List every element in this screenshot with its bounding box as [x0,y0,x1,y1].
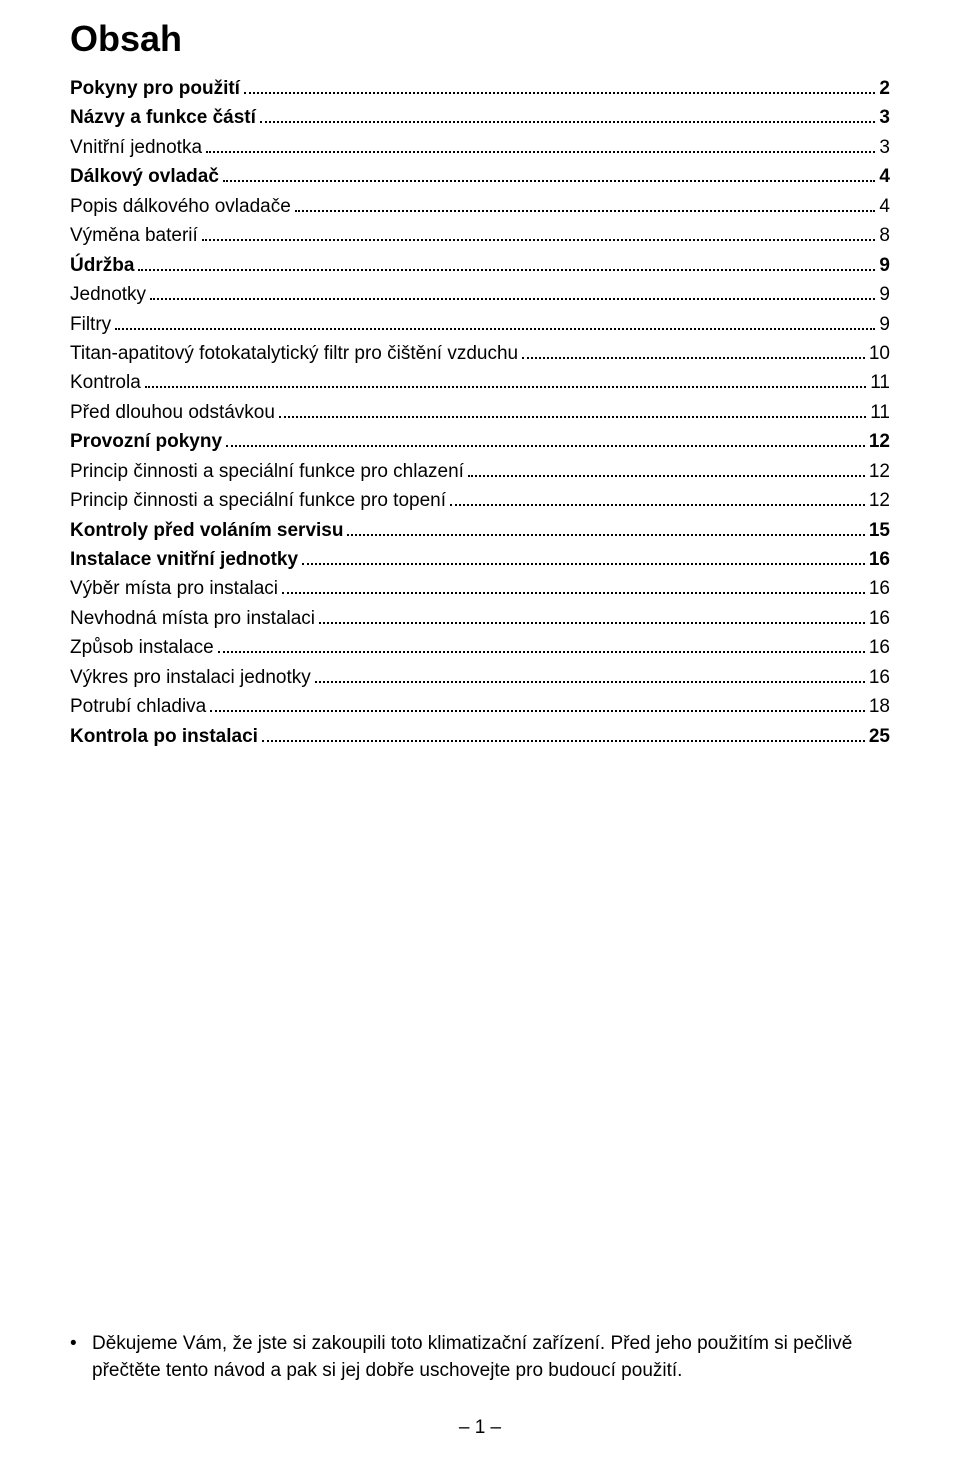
toc-page: 12 [869,457,890,486]
toc-leader-dots [282,592,865,594]
toc-entry: Údržba 9 [70,251,890,280]
toc-label: Kontrola po instalaci [70,722,258,751]
toc-label: Princip činnosti a speciální funkce pro … [70,486,446,515]
toc-page: 9 [879,310,890,339]
table-of-contents: Pokyny pro použití 2 Názvy a funkce částí 3… [70,74,890,751]
toc-label: Provozní pokyny [70,427,222,456]
toc-page: 15 [869,516,890,545]
toc-entry: Výměna baterií 8 [70,221,890,250]
toc-label: Způsob instalace [70,633,214,662]
toc-page: 4 [879,192,890,221]
toc-label: Popis dálkového ovladače [70,192,291,221]
toc-entry: Kontrola 11 [70,368,890,397]
toc-label: Instalace vnitřní jednotky [70,545,298,574]
toc-label: Nevhodná místa pro instalaci [70,604,315,633]
page-title: Obsah [70,18,890,60]
toc-page: 18 [869,692,890,721]
toc-label: Výkres pro instalaci jednotky [70,663,311,692]
toc-entry: Výběr místa pro instalaci 16 [70,574,890,603]
page-number: – 1 – [0,1417,960,1439]
toc-entry: Titan-apatitový fotokatalytický filtr pr… [70,339,890,368]
toc-leader-dots [210,710,865,712]
toc-leader-dots [295,210,876,212]
toc-entry: Filtry 9 [70,310,890,339]
toc-label: Názvy a funkce částí [70,103,256,132]
toc-entry: Potrubí chladiva 18 [70,692,890,721]
toc-label: Kontroly před voláním servisu [70,516,343,545]
toc-page: 4 [879,162,890,191]
toc-page: 16 [869,574,890,603]
toc-page: 10 [869,339,890,368]
toc-leader-dots [226,445,865,447]
toc-entry: Pokyny pro použití 2 [70,74,890,103]
toc-label: Výměna baterií [70,221,198,250]
toc-leader-dots [244,92,875,94]
toc-leader-dots [115,328,875,330]
toc-label: Potrubí chladiva [70,692,206,721]
note-item: Děkujeme Vám, že jste si zakoupili toto … [70,1331,890,1384]
toc-entry: Princip činnosti a speciální funkce pro … [70,457,890,486]
toc-page: 11 [870,398,890,427]
toc-entry: Instalace vnitřní jednotky 16 [70,545,890,574]
toc-leader-dots [218,651,865,653]
toc-page: 3 [879,103,890,132]
toc-entry: Výkres pro instalaci jednotky 16 [70,663,890,692]
toc-leader-dots [262,740,865,742]
toc-leader-dots [302,563,865,565]
toc-label: Princip činnosti a speciální funkce pro … [70,457,464,486]
toc-leader-dots [260,121,876,123]
toc-leader-dots [347,534,864,536]
toc-leader-dots [145,386,866,388]
toc-page: 16 [869,633,890,662]
toc-label: Pokyny pro použití [70,74,240,103]
toc-entry: Dálkový ovladač 4 [70,162,890,191]
toc-leader-dots [522,357,865,359]
toc-label: Před dlouhou odstávkou [70,398,275,427]
toc-label: Filtry [70,310,111,339]
toc-entry: Před dlouhou odstávkou 11 [70,398,890,427]
toc-leader-dots [138,269,875,271]
toc-page: 16 [869,604,890,633]
toc-label: Kontrola [70,368,141,397]
toc-entry: Provozní pokyny 12 [70,427,890,456]
toc-leader-dots [202,239,876,241]
toc-leader-dots [450,504,865,506]
toc-label: Jednotky [70,280,146,309]
toc-entry: Jednotky 9 [70,280,890,309]
toc-entry: Princip činnosti a speciální funkce pro … [70,486,890,515]
toc-leader-dots [279,416,866,418]
toc-label: Výběr místa pro instalaci [70,574,278,603]
toc-leader-dots [319,622,865,624]
toc-leader-dots [468,475,865,477]
footer-notes: Děkujeme Vám, že jste si zakoupili toto … [70,1331,890,1384]
toc-entry: Nevhodná místa pro instalaci 16 [70,604,890,633]
toc-page: 16 [869,545,890,574]
toc-page: 12 [869,427,890,456]
toc-page: 2 [879,74,890,103]
toc-leader-dots [223,180,876,182]
toc-page: 12 [869,486,890,515]
toc-label: Dálkový ovladač [70,162,219,191]
toc-leader-dots [150,298,875,300]
toc-entry: Kontroly před voláním servisu 15 [70,516,890,545]
toc-page: 8 [879,221,890,250]
toc-entry: Názvy a funkce částí 3 [70,103,890,132]
toc-page: 16 [869,663,890,692]
toc-page: 3 [879,133,890,162]
toc-leader-dots [315,681,865,683]
toc-entry: Způsob instalace 16 [70,633,890,662]
toc-leader-dots [206,151,875,153]
toc-label: Údržba [70,251,134,280]
toc-page: 9 [879,280,890,309]
toc-page: 9 [879,251,890,280]
toc-label: Vnitřní jednotka [70,133,202,162]
toc-label: Titan-apatitový fotokatalytický filtr pr… [70,339,518,368]
toc-entry: Vnitřní jednotka 3 [70,133,890,162]
toc-entry: Kontrola po instalaci 25 [70,722,890,751]
toc-entry: Popis dálkového ovladače 4 [70,192,890,221]
toc-page: 25 [869,722,890,751]
toc-page: 11 [870,368,890,397]
